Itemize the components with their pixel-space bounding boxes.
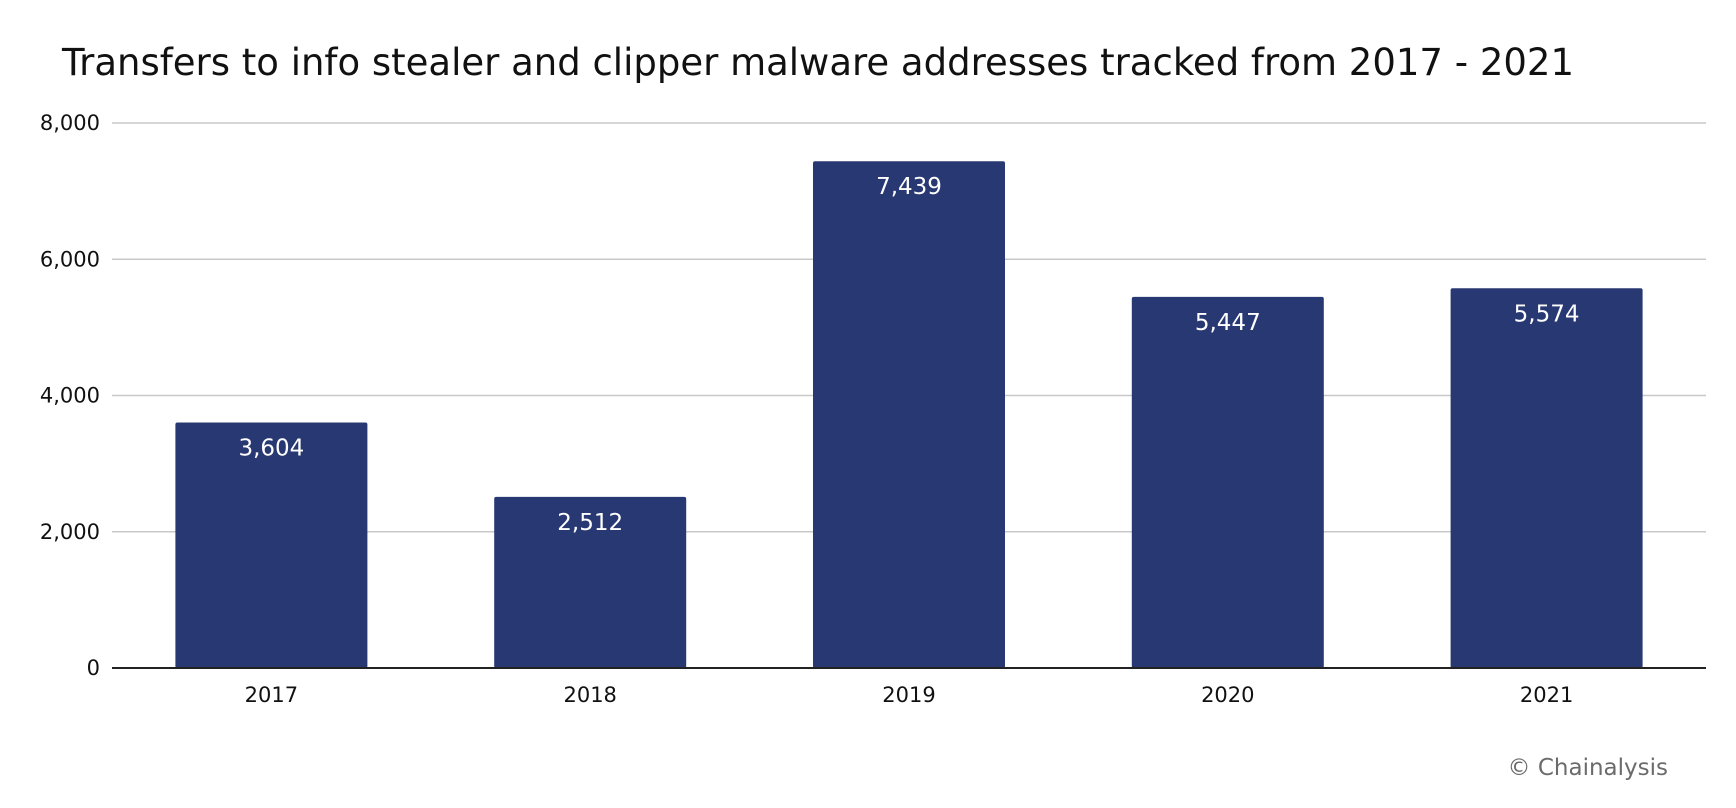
x-tick-label: 2020 bbox=[1201, 683, 1254, 707]
x-tick-label: 2019 bbox=[882, 683, 935, 707]
bar-data-label: 5,574 bbox=[1514, 301, 1580, 327]
x-axis-ticks: 2017 2018 2019 2020 2021 bbox=[245, 683, 1574, 707]
bar-2021 bbox=[1450, 288, 1643, 668]
bar-data-label: 7,439 bbox=[876, 174, 942, 200]
credit-text: © Chainalysis bbox=[1508, 755, 1668, 781]
bar-2019 bbox=[813, 161, 1005, 668]
bars: 3,604 2,512 7,439 5,447 5,574 bbox=[175, 161, 1643, 668]
y-tick-label: 4,000 bbox=[40, 384, 100, 408]
bar-data-label: 5,447 bbox=[1195, 310, 1261, 336]
chart-title: Transfers to info stealer and clipper ma… bbox=[61, 41, 1574, 84]
bar-2018 bbox=[494, 496, 687, 668]
y-tick-label: 0 bbox=[87, 656, 100, 680]
bar-2017 bbox=[175, 422, 368, 668]
y-tick-label: 8,000 bbox=[40, 111, 100, 135]
x-tick-label: 2017 bbox=[245, 683, 298, 707]
x-tick-label: 2018 bbox=[563, 683, 616, 707]
bar-data-label: 2,512 bbox=[557, 510, 623, 536]
y-axis-ticks: 0 2,000 4,000 6,000 8,000 bbox=[40, 111, 100, 680]
bar-data-label: 3,604 bbox=[238, 435, 304, 461]
y-tick-label: 6,000 bbox=[40, 247, 100, 271]
bar-2020 bbox=[1131, 296, 1324, 668]
y-tick-label: 2,000 bbox=[40, 520, 100, 544]
x-tick-label: 2021 bbox=[1520, 683, 1573, 707]
